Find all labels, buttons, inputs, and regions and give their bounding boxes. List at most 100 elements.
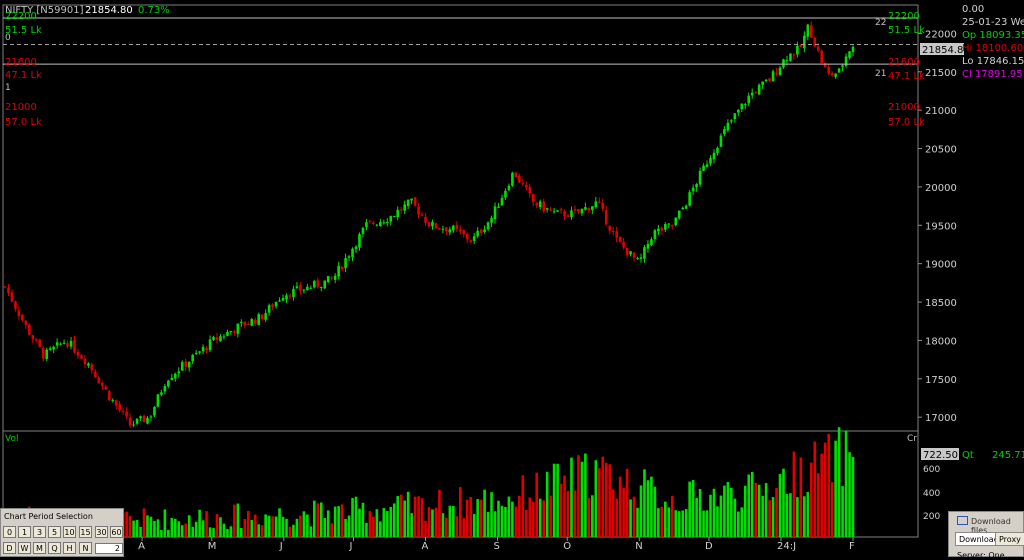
- volume-bar: [205, 511, 208, 537]
- volume-bar: [417, 496, 420, 537]
- volume-bar: [337, 506, 340, 537]
- volume-bar: [170, 517, 174, 537]
- period-quarter-button[interactable]: Q: [48, 542, 61, 554]
- volume-bar: [365, 522, 368, 537]
- candle-body: [139, 416, 142, 419]
- volume-bar: [518, 495, 521, 537]
- candle-body: [615, 231, 618, 238]
- volume-bar: [643, 469, 646, 537]
- candle-body: [392, 216, 396, 218]
- right-label-21600: 21600: [888, 57, 920, 68]
- info-low: Lo 17846.15: [962, 56, 1024, 67]
- candle-body: [841, 65, 844, 68]
- candle-body: [577, 209, 580, 212]
- right-vol-22200: 51.5 Lk: [888, 25, 925, 36]
- candle-body: [813, 37, 817, 47]
- period-month-button[interactable]: M: [33, 542, 46, 554]
- volume-bar: [299, 515, 302, 537]
- period-h-button[interactable]: H: [63, 542, 76, 554]
- period-0-button[interactable]: 0: [3, 526, 16, 538]
- volume-bar: [292, 524, 295, 537]
- volume-bar: [733, 498, 737, 537]
- period-15-button[interactable]: 15: [79, 526, 92, 538]
- y-tick-label: 17000: [925, 413, 957, 424]
- volume-bar: [559, 483, 563, 537]
- volume-bar: [563, 475, 566, 537]
- line-label-21: 21: [875, 69, 886, 79]
- volume-bar: [233, 504, 236, 537]
- volume-bar: [201, 520, 205, 537]
- candle-body: [309, 287, 313, 289]
- volume-bar: [702, 510, 705, 537]
- period-3-button[interactable]: 3: [33, 526, 46, 538]
- volume-label: Vol: [5, 434, 18, 444]
- volume-bar: [382, 508, 386, 537]
- download-tab[interactable]: Download: [955, 532, 1003, 546]
- volume-bar: [719, 495, 723, 537]
- candle-body: [316, 280, 320, 287]
- candle-body: [101, 382, 104, 386]
- candle-body: [406, 199, 410, 207]
- volume-bar: [281, 516, 285, 537]
- server-label: Server: One: [957, 551, 1005, 560]
- candle-body: [344, 258, 347, 269]
- period-60-button[interactable]: 60: [110, 526, 123, 538]
- period-10-button[interactable]: 10: [63, 526, 76, 538]
- volume-bar: [194, 521, 198, 537]
- volume-bar: [226, 528, 229, 537]
- candle-body: [792, 54, 796, 56]
- volume-bar: [757, 484, 761, 537]
- candle-body: [570, 210, 573, 218]
- candle-body: [354, 246, 358, 250]
- volume-bar: [153, 520, 156, 537]
- candle-body: [271, 304, 274, 308]
- volume-bar: [657, 508, 660, 537]
- period-week-button[interactable]: W: [18, 542, 31, 554]
- candle-body: [552, 211, 556, 213]
- candle-body: [535, 203, 539, 206]
- volume-bar: [351, 497, 354, 537]
- candle-body: [260, 314, 264, 320]
- candle-body: [472, 236, 476, 241]
- period-input[interactable]: 2: [95, 543, 123, 554]
- candle-body: [823, 63, 827, 68]
- volume-bar: [184, 523, 188, 537]
- volume-bar: [420, 498, 424, 537]
- x-tick-label: D: [705, 541, 713, 552]
- candle-body: [830, 73, 834, 76]
- period-day-button[interactable]: D: [3, 542, 16, 554]
- candle-body: [94, 371, 97, 378]
- proxy-tab[interactable]: Proxy: [995, 532, 1024, 546]
- candle-body: [660, 227, 664, 231]
- candle-body: [80, 354, 83, 359]
- volume-bar: [500, 505, 504, 537]
- volume-bar: [354, 496, 358, 537]
- candle-body: [695, 184, 698, 188]
- period-5-button[interactable]: 5: [48, 526, 61, 538]
- candle-body: [643, 247, 646, 259]
- candle-body: [465, 233, 469, 240]
- volume-bar: [712, 488, 716, 537]
- period-30-button[interactable]: 30: [95, 526, 108, 538]
- candle-body: [379, 221, 382, 226]
- period-n-button[interactable]: N: [79, 542, 92, 554]
- volume-bar: [173, 518, 177, 537]
- volume-bar: [841, 486, 844, 537]
- y-tick-label: 20000: [925, 183, 957, 194]
- candle-body: [358, 234, 361, 248]
- period-1-button[interactable]: 1: [18, 526, 31, 538]
- candle-body: [191, 355, 194, 362]
- y-tick-label: 19000: [925, 260, 957, 271]
- volume-bar: [246, 510, 250, 537]
- candle-body: [250, 319, 254, 326]
- candle-body: [441, 228, 445, 230]
- candle-body: [462, 230, 466, 235]
- volume-bar: [156, 519, 160, 537]
- volume-bar: [142, 508, 146, 537]
- candle-body: [427, 222, 431, 227]
- candle-body: [34, 339, 38, 341]
- candle-body: [740, 103, 744, 110]
- candle-body: [107, 390, 111, 400]
- candle-body: [730, 120, 733, 122]
